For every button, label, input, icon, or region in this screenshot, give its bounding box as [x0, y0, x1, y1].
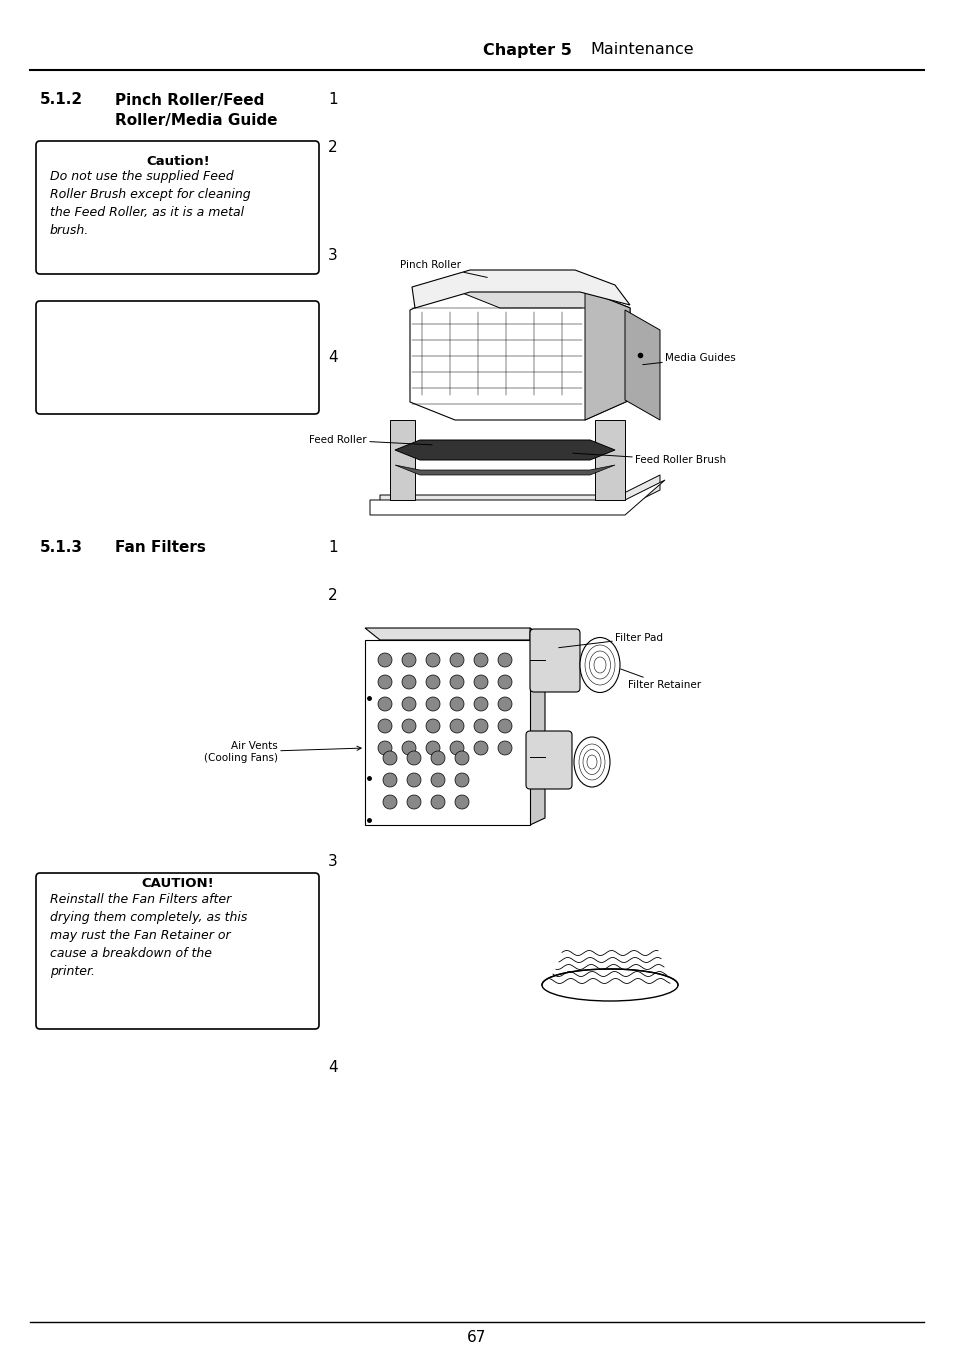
Text: Chapter 5: Chapter 5 [482, 42, 572, 58]
Text: 4: 4 [328, 1061, 337, 1075]
Polygon shape [412, 270, 629, 308]
Text: Feed Roller: Feed Roller [309, 435, 432, 444]
Polygon shape [365, 628, 544, 640]
Text: Air Vents
(Cooling Fans): Air Vents (Cooling Fans) [204, 742, 361, 763]
Text: Pinch Roller/Feed: Pinch Roller/Feed [115, 92, 264, 108]
Circle shape [426, 653, 439, 667]
Text: 67: 67 [467, 1331, 486, 1346]
Circle shape [455, 773, 469, 788]
Circle shape [497, 676, 512, 689]
Circle shape [426, 697, 439, 711]
Circle shape [450, 676, 463, 689]
Text: Roller/Media Guide: Roller/Media Guide [115, 112, 277, 127]
Circle shape [401, 697, 416, 711]
Circle shape [474, 653, 488, 667]
Circle shape [497, 697, 512, 711]
Circle shape [474, 697, 488, 711]
Polygon shape [530, 628, 544, 825]
Circle shape [401, 719, 416, 734]
Circle shape [426, 740, 439, 755]
Circle shape [401, 676, 416, 689]
Circle shape [474, 676, 488, 689]
Circle shape [407, 794, 420, 809]
Polygon shape [395, 440, 615, 459]
Circle shape [401, 740, 416, 755]
Text: Do not use the supplied Feed
Roller Brush except for cleaning
the Feed Roller, a: Do not use the supplied Feed Roller Brus… [50, 170, 251, 236]
Circle shape [450, 740, 463, 755]
Circle shape [497, 719, 512, 734]
Circle shape [455, 794, 469, 809]
Polygon shape [455, 290, 629, 308]
Circle shape [377, 653, 392, 667]
Circle shape [431, 773, 444, 788]
Polygon shape [584, 290, 629, 420]
Circle shape [497, 740, 512, 755]
Polygon shape [365, 640, 530, 825]
Text: Feed Roller Brush: Feed Roller Brush [572, 453, 725, 465]
Circle shape [455, 751, 469, 765]
Polygon shape [395, 465, 615, 476]
Circle shape [382, 773, 396, 788]
Circle shape [401, 653, 416, 667]
FancyBboxPatch shape [36, 873, 318, 1029]
FancyBboxPatch shape [36, 141, 318, 274]
Polygon shape [390, 420, 415, 500]
Ellipse shape [579, 638, 619, 693]
Text: 2: 2 [328, 141, 337, 155]
Text: Fan Filters: Fan Filters [115, 540, 206, 555]
Circle shape [431, 794, 444, 809]
Text: Filter Retainer: Filter Retainer [620, 669, 700, 690]
Circle shape [474, 719, 488, 734]
Circle shape [407, 751, 420, 765]
Circle shape [377, 676, 392, 689]
Circle shape [426, 676, 439, 689]
Text: Caution!: Caution! [146, 155, 210, 168]
Circle shape [377, 697, 392, 711]
Ellipse shape [541, 969, 678, 1001]
Circle shape [450, 653, 463, 667]
Text: Maintenance: Maintenance [589, 42, 693, 58]
FancyBboxPatch shape [36, 301, 318, 413]
Circle shape [474, 740, 488, 755]
Text: 1: 1 [328, 92, 337, 108]
Circle shape [377, 740, 392, 755]
Polygon shape [624, 309, 659, 420]
Circle shape [407, 773, 420, 788]
FancyBboxPatch shape [525, 731, 572, 789]
FancyBboxPatch shape [530, 630, 579, 692]
Text: 1: 1 [328, 540, 337, 555]
Text: Media Guides: Media Guides [642, 353, 735, 365]
Text: CAUTION!: CAUTION! [141, 877, 214, 890]
Text: 2: 2 [328, 588, 337, 603]
Text: Pinch Roller: Pinch Roller [399, 259, 487, 277]
Circle shape [382, 794, 396, 809]
Circle shape [450, 719, 463, 734]
Text: Filter Pad: Filter Pad [558, 634, 662, 647]
Polygon shape [595, 420, 624, 500]
Ellipse shape [574, 738, 609, 788]
Text: 5.1.3: 5.1.3 [40, 540, 83, 555]
Circle shape [426, 719, 439, 734]
Circle shape [431, 751, 444, 765]
Text: 5.1.2: 5.1.2 [40, 92, 83, 108]
Text: 3: 3 [328, 854, 337, 870]
Text: 3: 3 [328, 247, 337, 262]
Circle shape [497, 653, 512, 667]
Polygon shape [410, 290, 629, 420]
Text: Reinstall the Fan Filters after
drying them completely, as this
may rust the Fan: Reinstall the Fan Filters after drying t… [50, 893, 247, 978]
Circle shape [382, 751, 396, 765]
Polygon shape [370, 480, 664, 515]
Polygon shape [379, 476, 659, 509]
Text: 4: 4 [328, 350, 337, 366]
Circle shape [450, 697, 463, 711]
Circle shape [377, 719, 392, 734]
